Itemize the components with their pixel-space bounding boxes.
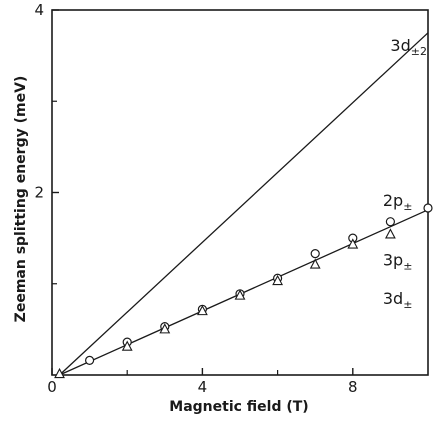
triangle-point: [159, 323, 171, 334]
curve-labels: 3d±2 2p± 3p± 3d±: [383, 36, 427, 311]
circle-point: [84, 355, 95, 365]
plot-border: [51, 9, 429, 376]
curve-label-3d2: 3d±2: [390, 36, 427, 58]
triangle-point: [196, 304, 208, 316]
series-line: [59, 32, 429, 376]
triangle-point: [121, 340, 133, 351]
axis-ticks: 0 4 8 2 4: [34, 1, 357, 396]
plot-frame: [51, 9, 429, 376]
triangle-point: [384, 228, 396, 239]
circle-point: [423, 203, 433, 213]
data-markers: [54, 203, 433, 379]
circle-point: [310, 249, 320, 259]
series-lines: [59, 32, 429, 376]
triangle-point: [347, 238, 359, 249]
x-tick-label: 4: [198, 378, 208, 396]
y-tick-label: 2: [34, 184, 44, 202]
triangle-point: [234, 289, 246, 300]
x-tick-label: 0: [47, 378, 57, 396]
y-tick-label: 4: [34, 1, 44, 19]
y-axis-title: Zeeman splitting energy (meV): [13, 76, 29, 323]
curve-label-2p: 2p±: [383, 191, 413, 213]
circle-point: [385, 217, 395, 227]
triangle-point: [309, 258, 321, 269]
triangle-point: [54, 367, 65, 379]
x-tick-label: 8: [348, 378, 358, 396]
x-axis-title: Magnetic field (T): [169, 399, 308, 415]
curve-label-3p: 3p±: [383, 251, 413, 273]
curve-label-3d: 3d±: [383, 289, 413, 311]
triangle-point: [272, 274, 284, 286]
